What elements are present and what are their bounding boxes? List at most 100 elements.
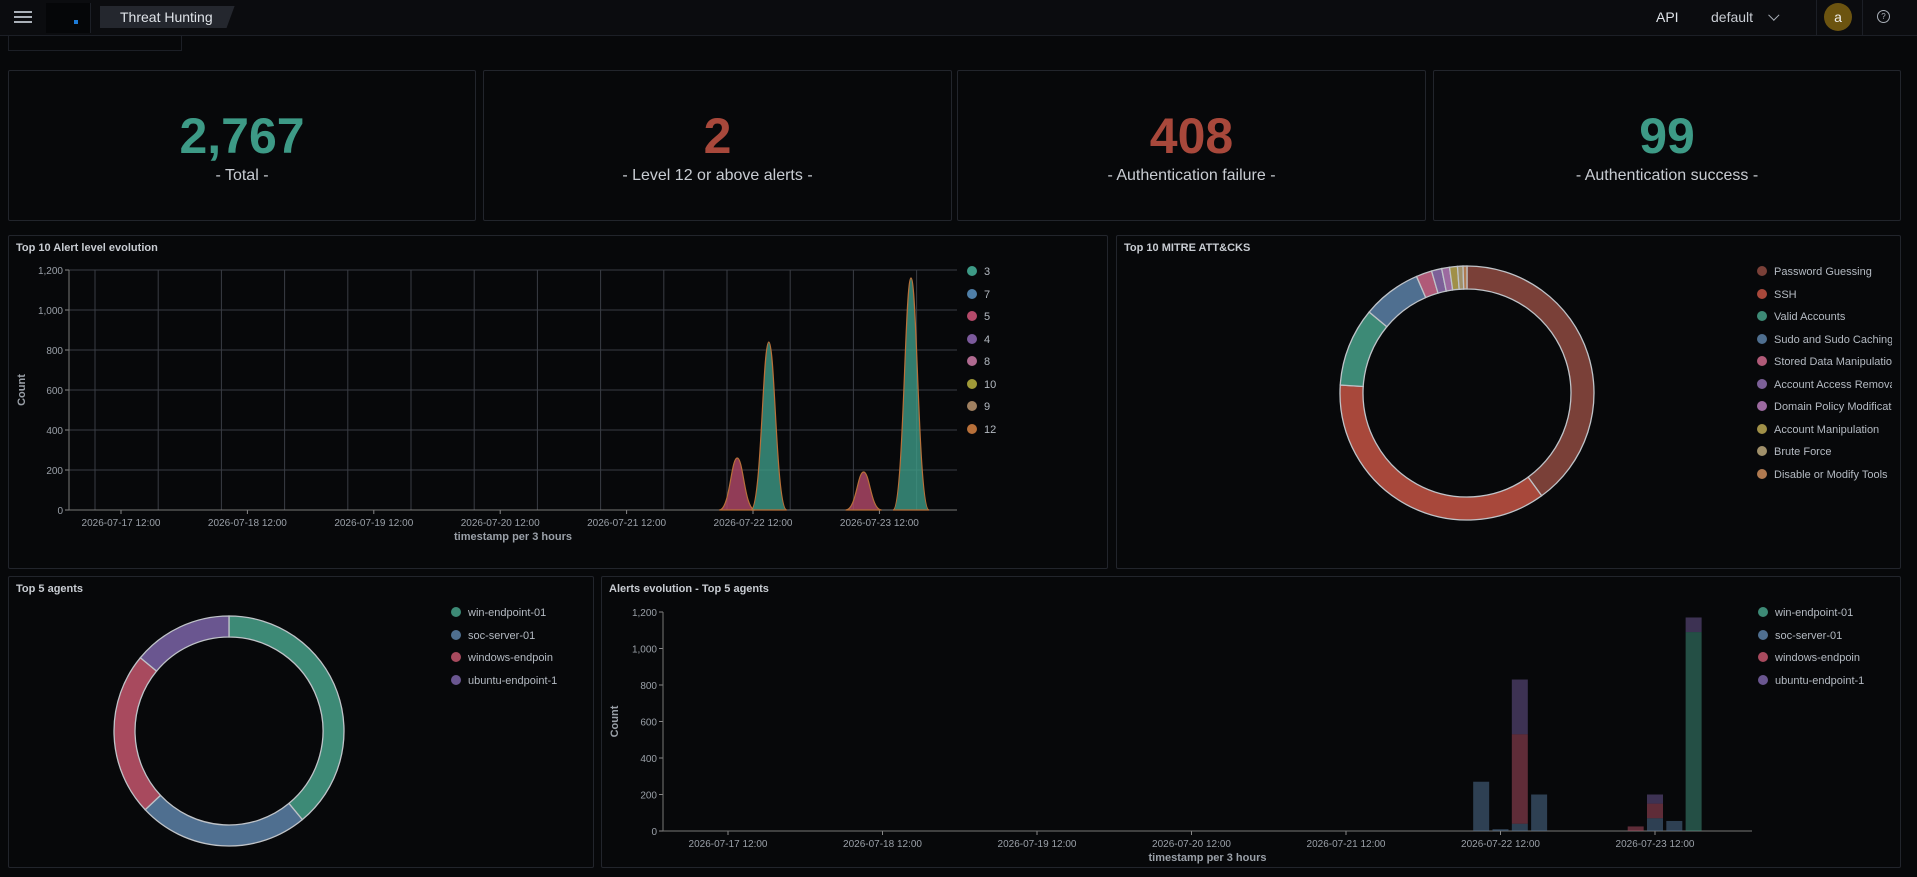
legend-item[interactable]: Account Manipulation <box>1757 423 1892 447</box>
legend-item[interactable]: Valid Accounts <box>1757 311 1892 334</box>
legend-item[interactable]: 12 <box>967 423 1097 447</box>
legend-item[interactable]: 9 <box>967 401 1097 424</box>
legend-label: Brute Force <box>1774 446 1832 458</box>
legend-item[interactable]: SSH <box>1757 288 1892 312</box>
legend-label: 4 <box>984 333 991 346</box>
bar-segment[interactable] <box>1473 781 1490 831</box>
legend-item[interactable]: Account Access Removal <box>1757 378 1892 402</box>
y-tick-label: 600 <box>46 386 63 397</box>
legend-item[interactable]: win-endpoint-01 <box>451 607 586 630</box>
divider <box>1816 0 1817 35</box>
donut-slice[interactable] <box>144 794 304 847</box>
legend-swatch <box>1757 356 1767 366</box>
legend-swatch <box>451 629 461 640</box>
donut-slice[interactable] <box>1466 265 1595 497</box>
legend-item[interactable]: Password Guessing <box>1757 266 1892 289</box>
legend-label: win-endpoint-01 <box>1775 607 1854 619</box>
bar-segment[interactable] <box>1511 823 1528 831</box>
legend-item[interactable]: ubuntu-endpoint-1 <box>1758 674 1893 698</box>
mitre-legend: Password Guessing SSH Valid Accounts Sudo a… <box>1757 266 1892 491</box>
legend-swatch <box>967 266 977 276</box>
panel-title: Top 10 Alert level evolution <box>16 242 158 254</box>
x-tick-label: 2026-07-22 12:00 <box>1461 839 1540 850</box>
help-icon[interactable]: ? <box>1877 10 1890 23</box>
top-agents-legend: win-endpoint-01 soc-server-01 windows-endp… <box>451 607 586 697</box>
legend-item[interactable]: win-endpoint-01 <box>1758 607 1893 630</box>
bar-segment[interactable] <box>1647 794 1663 804</box>
bar-segment[interactable] <box>1647 803 1663 819</box>
y-tick-label: 400 <box>46 426 63 437</box>
legend-item[interactable]: 10 <box>967 378 1097 402</box>
api-selector[interactable]: API <box>1656 9 1679 25</box>
legend-item[interactable]: Domain Policy Modification <box>1757 401 1892 424</box>
legend-item[interactable]: ubuntu-endpoint-1 <box>451 674 586 698</box>
legend-item[interactable]: Brute Force <box>1757 446 1892 469</box>
donut-slice[interactable] <box>1339 311 1388 388</box>
donut-slice[interactable] <box>113 656 162 811</box>
legend-item[interactable]: windows-endpoin <box>451 652 586 675</box>
bar-segment[interactable] <box>1511 679 1528 735</box>
legend-item[interactable]: 4 <box>967 333 1097 357</box>
query-bar-edge[interactable] <box>8 36 182 51</box>
x-tick-label: 2026-07-17 12:00 <box>689 839 768 850</box>
donut-slice[interactable] <box>139 615 230 672</box>
hamburger-menu-icon[interactable] <box>14 8 32 26</box>
legend-label: win-endpoint-01 <box>468 607 547 619</box>
legend-item[interactable]: Sudo and Sudo Caching <box>1757 333 1892 357</box>
x-tick-label: 2026-07-21 12:00 <box>587 518 666 529</box>
bar-segment[interactable] <box>1627 826 1644 831</box>
space-selector[interactable]: default <box>1711 9 1780 25</box>
legend-label: Account Manipulation <box>1774 423 1880 436</box>
legend-swatch <box>1757 378 1767 389</box>
legend-label: ubuntu-endpoint-1 <box>1775 674 1865 687</box>
x-tick-label: 2026-07-19 12:00 <box>998 839 1077 850</box>
legend-label: 3 <box>984 266 991 278</box>
legend-item[interactable]: 8 <box>967 356 1097 379</box>
y-tick-label: 400 <box>640 754 657 765</box>
legend-item[interactable]: windows-endpoin <box>1758 652 1893 675</box>
legend-item[interactable]: 5 <box>967 311 1097 334</box>
y-tick-label: 0 <box>57 506 63 517</box>
legend-swatch <box>1758 629 1768 640</box>
legend-item[interactable]: soc-server-01 <box>1758 629 1893 653</box>
bar-segment[interactable] <box>1685 632 1702 831</box>
avatar[interactable]: a <box>1824 3 1852 31</box>
legend-swatch <box>1757 288 1767 299</box>
breadcrumb[interactable]: Threat Hunting <box>100 6 235 28</box>
top-nav-bar: Threat Hunting API default a ? <box>0 0 1917 36</box>
legend-item[interactable]: 7 <box>967 288 1097 312</box>
top-agents-panel: Top 5 agents win-endpoint-01 soc-server-0… <box>8 576 594 868</box>
legend-label: 10 <box>984 378 997 391</box>
bar-segment[interactable] <box>1685 617 1702 633</box>
legend-swatch <box>1757 311 1767 321</box>
metric-level12-alerts: 2 - Level 12 or above alerts - <box>483 70 952 221</box>
x-tick-label: 2026-07-23 12:00 <box>840 518 919 529</box>
legend-item[interactable]: soc-server-01 <box>451 629 586 653</box>
legend-item[interactable]: Disable or Modify Tools <box>1757 468 1892 492</box>
bar-segment[interactable] <box>1647 818 1663 831</box>
alert-level-chart[interactable]: 0 200 400 600 800 1,000 1,200 2026-07-17 12:00 2… <box>9 256 1009 566</box>
donut-slice[interactable] <box>1339 384 1543 521</box>
legend-item[interactable]: Stored Data Manipulation <box>1757 356 1892 379</box>
top-agents-donut-chart[interactable] <box>79 597 379 877</box>
y-tick-label: 1,200 <box>38 266 63 277</box>
y-tick-label: 600 <box>640 718 657 729</box>
legend-label: Sudo and Sudo Caching <box>1774 333 1892 346</box>
donut-slice[interactable] <box>1368 275 1427 328</box>
bar-segment[interactable] <box>1492 829 1509 831</box>
legend-item[interactable]: 3 <box>967 266 1097 289</box>
bar-segment[interactable] <box>1531 794 1548 832</box>
donut-slice[interactable] <box>1462 265 1468 290</box>
legend-swatch <box>1757 468 1767 479</box>
donut-slice[interactable] <box>228 615 345 821</box>
legend-swatch <box>1757 401 1767 411</box>
app-logo[interactable] <box>46 3 91 33</box>
mitre-donut-chart[interactable] <box>1317 256 1617 556</box>
legend-swatch <box>1757 266 1767 276</box>
bar-segment[interactable] <box>1666 820 1683 831</box>
agents-evolution-chart[interactable]: 0 200 400 600 800 1,000 1,200 2026-07-17 12:00 2… <box>602 597 1752 877</box>
bar-segment[interactable] <box>1511 734 1528 824</box>
x-tick-label: 2026-07-17 12:00 <box>82 518 161 529</box>
x-tick-label: 2026-07-21 12:00 <box>1307 839 1386 850</box>
metric-auth-failure: 408 - Authentication failure - <box>957 70 1426 221</box>
